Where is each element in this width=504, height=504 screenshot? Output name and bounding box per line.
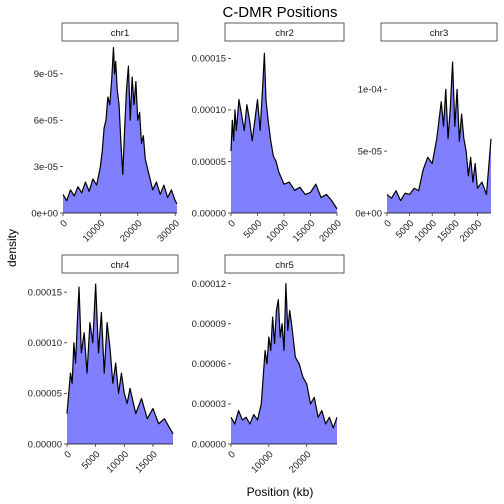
strip-chr3 (380, 22, 498, 42)
y-tick-label: 0.00000 (192, 439, 226, 450)
y-tick-label: 9e-05 (34, 69, 58, 80)
y-tick-label: 0.00000 (192, 208, 226, 219)
density-area-chr5 (231, 283, 337, 444)
y-tick-label: 0.00010 (192, 105, 226, 116)
y-tick-label: 0e+00 (31, 208, 58, 219)
panel-chr4: chr4 0.00000 0.00005 0.00010 0.00015 0 5000 100… (28, 254, 179, 476)
x-tick-label: 15000 (133, 449, 159, 475)
y-tick-label: 0.00005 (28, 389, 62, 400)
x-tick-label: 0 (226, 218, 238, 230)
strip-label-chr1: chr1 (111, 28, 129, 39)
x-tick-label: 0 (58, 218, 70, 230)
y-tick-label: 0.00012 (192, 279, 226, 290)
panel-chr5: chr5 0.00000 0.00003 0.00006 0.00009 0.00012 0… (192, 254, 345, 476)
density-area-chr3 (387, 62, 491, 213)
density-line-chr1 (62, 46, 178, 205)
x-tick-label: 5000 (80, 449, 103, 472)
x-tick-label: 20000 (317, 218, 343, 244)
x-tick-label: 0 (62, 449, 74, 461)
y-tick-label: 6e-05 (34, 116, 58, 127)
x-tick-label: 20000 (287, 449, 313, 475)
y-tick-label: 0.00003 (192, 399, 226, 410)
x-tick-label: 10000 (81, 218, 107, 244)
x-tick-label: 10000 (264, 218, 290, 244)
x-axis-title: Position (kb) (247, 485, 314, 499)
y-tick-label: 0.00009 (192, 319, 226, 330)
x-tick-label: 5000 (242, 218, 265, 241)
y-tick-label: 0.00000 (28, 439, 62, 450)
panel-chr2: chr2 0.00000 0.00005 0.00010 0.00015 0 5000 100… (192, 22, 345, 245)
x-tick-label: 20000 (118, 218, 144, 244)
panel-chr1: chr1 0e+00 3e-05 6e-05 9e-05 0 10000 20000 30000 (31, 22, 182, 245)
x-tick-label: 30000 (155, 218, 181, 244)
y-tick-label: 0.00005 (192, 157, 226, 168)
y-tick-label: 1e-04 (358, 85, 382, 96)
strip-label-chr2: chr2 (275, 28, 293, 39)
strip-chr2 (224, 22, 345, 42)
strip-chr1 (61, 22, 179, 42)
y-tick-label: 0.00015 (28, 287, 62, 298)
chart-title: C-DMR Positions (222, 4, 337, 21)
strip-label-chr3: chr3 (430, 28, 448, 39)
y-tick-label: 3e-05 (34, 162, 58, 173)
strip-chr5 (224, 254, 345, 274)
x-tick-label: 20000 (458, 218, 484, 244)
density-area-chr2 (231, 53, 337, 213)
strip-chr4 (61, 254, 179, 274)
y-tick-label: 5e-05 (358, 146, 382, 157)
density-area-chr4 (67, 284, 173, 444)
y-tick-label: 0.00010 (28, 338, 62, 349)
density-line-chr2 (230, 52, 338, 210)
density-line-chr5 (230, 283, 338, 429)
strip-label-chr4: chr4 (111, 260, 129, 271)
x-tick-label: 10000 (105, 449, 131, 475)
y-axis-title: density (5, 229, 19, 267)
x-tick-label: 0 (226, 449, 238, 461)
panels-group: chr1 0e+00 3e-05 6e-05 9e-05 0 10000 20000 30000… (28, 22, 498, 476)
y-tick-label: 0e+00 (355, 208, 382, 219)
x-tick-label: 0 (382, 218, 394, 230)
density-line-chr3 (386, 61, 492, 202)
x-tick-label: 10000 (249, 449, 275, 475)
y-tick-label: 0.00006 (192, 359, 226, 370)
y-tick-label: 0.00015 (192, 54, 226, 65)
x-tick-label: 15000 (435, 218, 461, 244)
strip-label-chr5: chr5 (275, 260, 293, 271)
x-tick-label: 15000 (291, 218, 317, 244)
x-tick-label: 10000 (413, 218, 439, 244)
density-line-chr4 (66, 283, 174, 435)
